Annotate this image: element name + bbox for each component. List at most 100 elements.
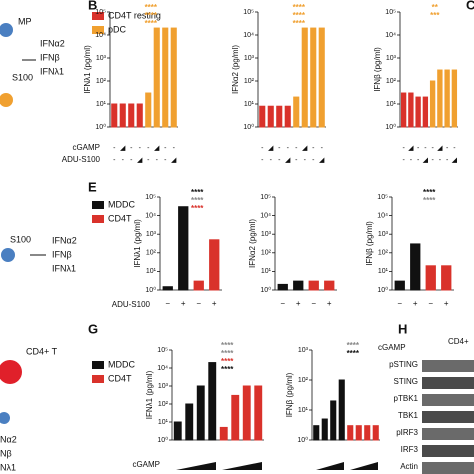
bar <box>338 379 345 441</box>
bar <box>145 92 152 128</box>
bar <box>408 92 414 128</box>
y-tick-label: 10² <box>244 78 255 85</box>
blot-band <box>422 428 474 440</box>
condition-mark: - <box>410 157 413 164</box>
y-tick-label: 10⁰ <box>297 436 308 444</box>
condition-mark: - <box>312 145 315 152</box>
condition-mark: - <box>295 145 298 152</box>
x-tick-label: − <box>165 299 170 308</box>
significance: **** <box>423 188 436 197</box>
bar <box>193 280 204 291</box>
blot-label: IRF3 <box>401 445 419 454</box>
y-axis-label: IFNλ1 (pg/ml) <box>83 45 92 94</box>
y-tick-label: 10¹ <box>96 101 107 108</box>
legend-swatch <box>92 215 104 223</box>
significance: **** <box>191 188 204 197</box>
ramp <box>176 462 216 470</box>
y-axis-label: IFNβ (pg/ml) <box>373 47 382 92</box>
y-axis-label: IFNλ1 (pg/ml) <box>133 219 142 268</box>
condition-mark: - <box>431 145 434 152</box>
y-tick-label: 10¹ <box>261 268 272 275</box>
bar <box>267 105 274 128</box>
bar <box>209 239 220 291</box>
blot-band <box>422 445 474 457</box>
y-tick-label: 10¹ <box>158 419 169 426</box>
condition-mark: - <box>261 157 264 164</box>
significance: **** <box>145 11 158 20</box>
significance: **** <box>221 357 234 366</box>
diagram-label: MP <box>18 16 32 26</box>
bar <box>170 27 177 128</box>
condition-mark: ◢ <box>408 145 414 152</box>
condition-mark: ◢ <box>137 157 143 164</box>
bar <box>136 103 143 128</box>
y-tick-label: 10⁰ <box>377 286 388 294</box>
blot-band <box>422 394 474 406</box>
condition-mark: - <box>446 157 449 164</box>
bar <box>429 80 436 128</box>
x-tick-label: − <box>428 299 433 308</box>
diagram-label: S100 <box>10 234 31 244</box>
diagram-label: Nλ1 <box>0 462 16 472</box>
condition-mark: - <box>304 157 307 164</box>
y-tick-label: 10⁵ <box>243 9 254 16</box>
significance: **** <box>423 196 436 205</box>
y-axis-label: IFNβ (pg/ml) <box>365 221 374 266</box>
diagram-label: IFNβ <box>40 52 60 62</box>
condition-mark: - <box>424 145 427 152</box>
x-tick-label: − <box>397 299 402 308</box>
bar <box>422 96 429 128</box>
condition-mark: ◢ <box>437 145 443 152</box>
bar <box>277 283 288 291</box>
condition-mark: - <box>156 157 159 164</box>
y-tick-label: 10¹ <box>244 101 255 108</box>
condition-mark: - <box>321 145 324 152</box>
condition-mark: - <box>417 157 420 164</box>
significance: **** <box>145 3 158 12</box>
bar <box>111 103 118 128</box>
ramp <box>222 462 262 470</box>
y-tick-label: 10⁵ <box>377 194 388 201</box>
blot-label: STING <box>394 377 418 386</box>
condition-mark: - <box>147 145 150 152</box>
condition-mark: - <box>164 145 167 152</box>
y-tick-label: 10² <box>261 250 272 257</box>
y-tick-label: 10² <box>386 78 397 85</box>
y-tick-label: 10⁵ <box>385 9 396 16</box>
bar <box>347 425 354 441</box>
y-tick-label: 10² <box>96 78 107 85</box>
panel-label: C <box>466 0 474 12</box>
bar <box>364 425 371 441</box>
legend-swatch <box>92 26 104 34</box>
blot-band <box>422 462 474 474</box>
bar <box>208 362 217 441</box>
significance: **** <box>191 196 204 205</box>
bar <box>196 385 205 441</box>
condition-mark: ◢ <box>285 157 291 164</box>
y-tick-label: 10⁵ <box>95 9 106 16</box>
bar <box>410 243 421 291</box>
legend-label: MDDC <box>108 359 135 369</box>
y-tick-label: 10³ <box>158 383 169 390</box>
y-tick-label: 10⁴ <box>145 212 156 219</box>
blot-band <box>422 377 474 389</box>
panel-label: G <box>88 321 98 336</box>
bar <box>372 425 379 441</box>
panel-label: H <box>398 321 407 336</box>
condition-mark: - <box>139 145 142 152</box>
y-tick-label: 10⁵ <box>157 347 168 354</box>
blot-label: pTBK1 <box>394 394 419 403</box>
condition-mark: - <box>173 145 176 152</box>
bar <box>308 280 319 291</box>
significance: **** <box>221 365 234 374</box>
y-tick-label: 10² <box>158 401 169 408</box>
legend-label: pDC <box>108 24 127 34</box>
bar <box>321 418 328 441</box>
bar <box>301 27 308 128</box>
y-axis-label: IFNα2 (pg/ml) <box>231 45 240 94</box>
condition-mark: ◢ <box>120 145 126 152</box>
diagram-label: IFNα2 <box>52 235 77 245</box>
y-axis-label: IFNα2 (pg/ml) <box>248 219 257 268</box>
y-tick-label: 10¹ <box>378 268 389 275</box>
